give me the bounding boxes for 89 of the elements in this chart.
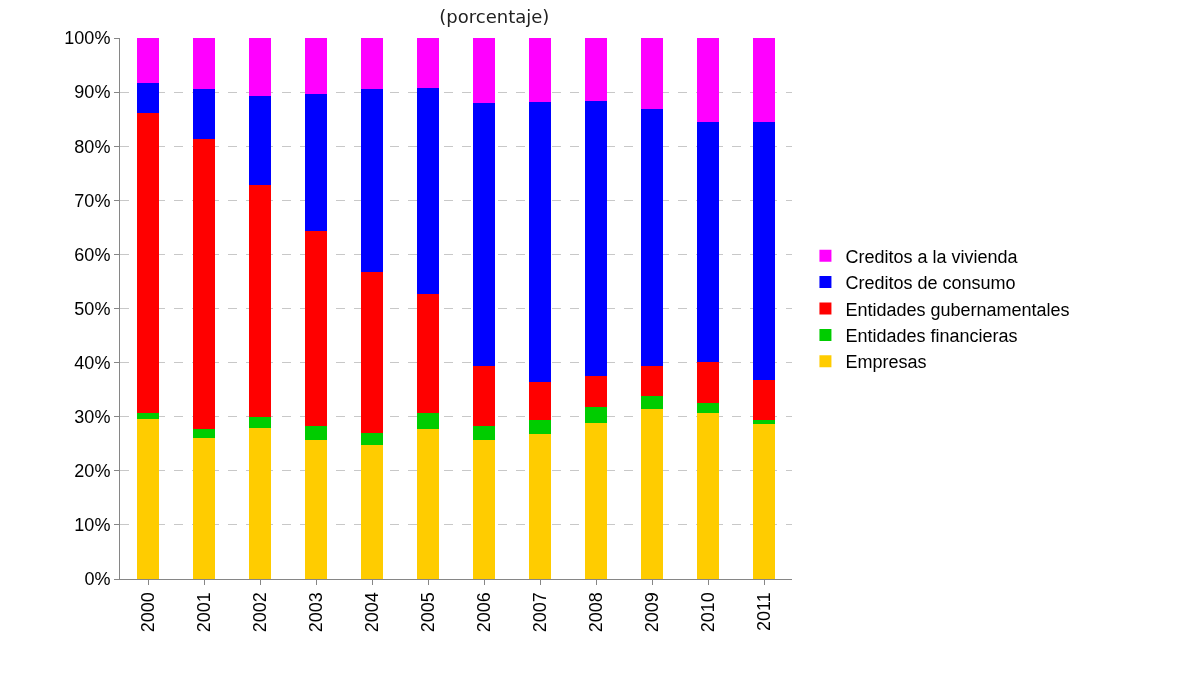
bar [752,424,776,579]
bar [248,38,272,96]
legend-label: Creditos de consumo [845,273,1016,294]
bar [360,89,384,272]
x-tick-label: 2009 [641,592,662,633]
chart-title: (porcentaje) [439,5,550,27]
x-tick-label: 2008 [585,592,606,633]
bar [360,432,384,446]
bar [584,375,608,407]
bar [472,102,496,367]
x-tick-label: 2000 [137,592,158,633]
bar [360,445,384,579]
bar [136,418,160,579]
bar [584,422,608,579]
bar [416,87,440,294]
x-tick-label: 2010 [697,592,718,633]
bar [416,293,440,413]
bar [696,121,720,362]
bar [192,428,216,438]
y-tick-label: 0% [84,569,111,590]
y-tick-label: 40% [74,352,111,373]
legend-label: Entidades financieras [845,325,1018,346]
bar [192,437,216,579]
bar [696,361,720,403]
bar [640,408,664,579]
bar [584,100,608,376]
bar [528,382,552,421]
bar [136,112,160,414]
y-tick-label: 20% [74,461,111,482]
bar [192,88,216,139]
bar [528,101,552,383]
bar [304,93,328,231]
bar [248,95,272,186]
bar [640,365,664,396]
bar [192,38,216,89]
bar [696,402,720,414]
bar [528,38,552,102]
bar [136,38,160,83]
legend-label: Entidades gubernamentales [845,299,1070,320]
bar [304,38,328,94]
bar [472,426,496,440]
x-tick-label: 2002 [249,592,270,633]
legend-label: Empresas [845,352,927,373]
bar [248,417,272,429]
bar [304,439,328,579]
bar [136,82,160,113]
x-tick-label: 2003 [305,592,326,633]
bar [472,38,496,103]
bar [192,138,216,429]
bar [752,419,776,425]
x-tick-label: 2001 [193,592,214,633]
bar [752,121,776,381]
x-tick-label: 2004 [361,592,382,633]
bar [640,38,664,109]
y-tick-label: 50% [74,298,111,319]
bar [640,395,664,409]
y-tick-label: 10% [74,515,111,536]
bar [696,413,720,579]
bar [752,38,776,122]
bar [416,428,440,579]
y-tick-label: 30% [74,407,111,427]
bar [696,38,720,122]
bar [416,412,440,429]
legend-label: Creditos a la vivienda [845,246,1019,267]
y-tick-label: 60% [74,244,111,265]
bar [304,230,328,427]
x-tick-label: 2006 [473,592,494,633]
y-tick-label: 80% [74,136,111,157]
bar [304,426,328,440]
bar [752,380,776,420]
x-tick-label: 2007 [529,592,550,633]
bar [472,366,496,427]
bar [472,439,496,579]
bar [136,413,160,419]
bar [360,271,384,433]
bar [416,38,440,88]
bar [248,428,272,579]
y-tick-label: 90% [74,82,111,103]
y-tick-label: 100% [64,28,111,49]
bar [528,434,552,579]
bar [584,406,608,423]
bar [640,108,664,366]
bar [528,420,552,435]
bar [248,185,272,418]
x-tick-label: 2005 [417,592,438,633]
y-tick-label: 70% [74,190,111,211]
bar [360,38,384,90]
x-tick-label: 2011 [753,592,774,631]
bar [584,38,608,101]
